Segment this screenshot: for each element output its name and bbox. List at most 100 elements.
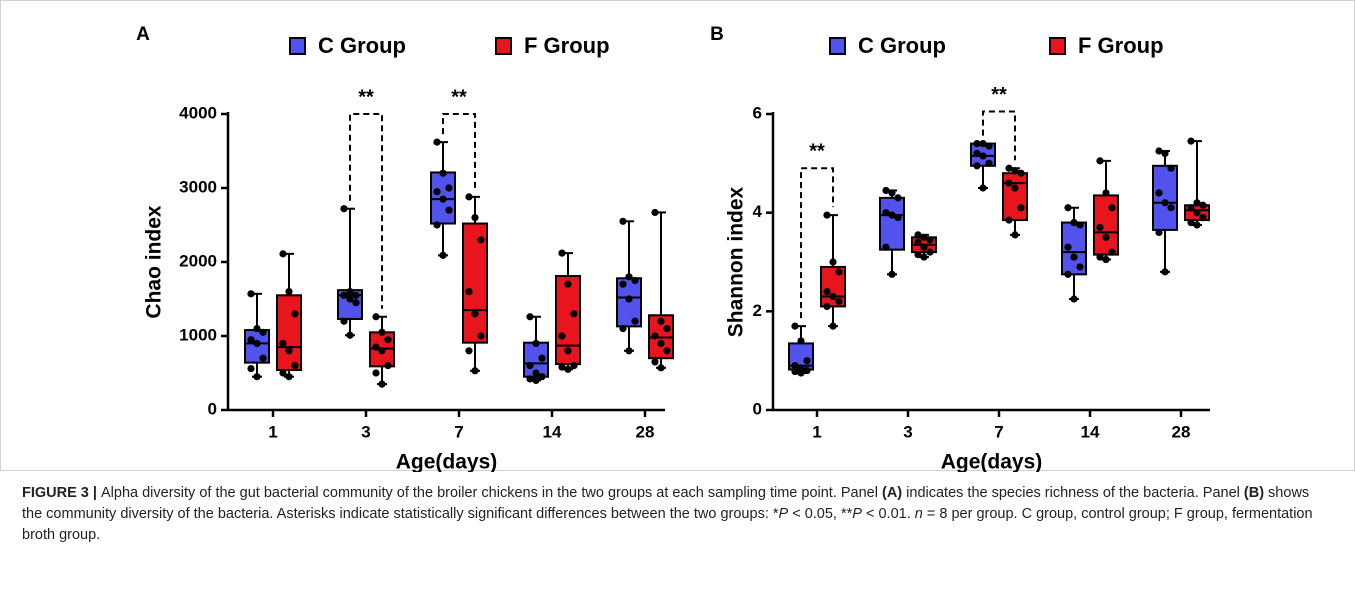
box-group (1002, 164, 1028, 239)
data-point (920, 253, 928, 261)
data-point (247, 364, 255, 373)
data-point (532, 376, 540, 384)
caption-run: P (852, 506, 862, 522)
data-point (433, 138, 441, 146)
data-point (340, 291, 348, 299)
data-point (1070, 295, 1078, 303)
data-point (1187, 204, 1195, 212)
x-tick-label: 14 (543, 422, 562, 441)
data-point (914, 238, 922, 246)
box-group (1093, 157, 1119, 264)
data-point (526, 313, 534, 321)
data-point (352, 299, 360, 307)
data-point (1070, 253, 1078, 261)
legend-swatch (289, 37, 306, 55)
legend-label: F Group (524, 33, 610, 58)
box-group (788, 322, 814, 377)
data-point (291, 362, 299, 370)
figure-frame (0, 0, 1355, 471)
data-point (979, 184, 987, 192)
box-group (337, 205, 363, 339)
y-tick-label: 3000 (179, 177, 217, 196)
legend-label: C Group (318, 33, 406, 58)
data-point (1096, 223, 1104, 232)
x-tick-label: 3 (903, 422, 912, 441)
data-point (631, 317, 639, 325)
data-point (920, 233, 928, 241)
data-point (1161, 149, 1169, 158)
box-group (648, 208, 674, 372)
significance-bracket (349, 113, 383, 309)
box-group (555, 249, 581, 373)
data-point (471, 214, 479, 222)
data-point (631, 276, 639, 285)
significance-bracket (442, 113, 476, 189)
data-point (445, 184, 453, 192)
data-point (625, 273, 633, 281)
significance-label: ** (358, 86, 374, 108)
data-point (803, 366, 811, 375)
data-point (979, 152, 987, 160)
caption-run: < 0.01. (861, 506, 915, 522)
legend-swatch (829, 37, 846, 55)
x-tick-label: 28 (1172, 422, 1191, 441)
data-point (1199, 201, 1207, 209)
data-point (651, 332, 659, 340)
significance-bracket (982, 110, 1016, 161)
data-point (570, 362, 578, 370)
data-point (1108, 248, 1116, 256)
data-point (823, 302, 831, 310)
box (276, 294, 302, 372)
x-tick-label: 1 (268, 422, 277, 441)
legend-swatch (495, 37, 512, 55)
data-point (532, 369, 540, 377)
data-point (465, 288, 473, 296)
x-tick-label: 3 (361, 422, 370, 441)
y-tick-label: 1000 (179, 325, 217, 344)
data-point (1017, 169, 1025, 177)
data-point (914, 231, 922, 239)
data-point (657, 339, 665, 347)
data-point (920, 243, 928, 251)
data-point (973, 140, 981, 148)
data-point (823, 211, 831, 219)
data-point (340, 317, 348, 325)
box-group (820, 211, 846, 330)
data-point (1011, 167, 1019, 175)
significance-label: ** (991, 84, 1007, 106)
data-point (882, 209, 890, 217)
data-point (1161, 199, 1169, 207)
data-point (465, 347, 473, 355)
data-point (835, 297, 843, 306)
data-point (570, 310, 578, 318)
data-point (1064, 243, 1072, 251)
y-tick-label: 2000 (179, 251, 217, 270)
data-point (651, 358, 659, 366)
data-point (346, 331, 354, 339)
data-point (1005, 164, 1013, 172)
data-point (439, 169, 447, 177)
data-point (1193, 221, 1201, 229)
significance-label: ** (451, 86, 467, 108)
data-point (625, 295, 633, 303)
data-point (564, 347, 572, 355)
caption-run: < 0.05, ** (788, 506, 853, 522)
data-point (973, 149, 981, 158)
data-point (888, 270, 896, 278)
data-point (285, 288, 293, 296)
y-tick-label: 2 (753, 301, 762, 320)
caption-run: FIGURE 3 | (22, 485, 101, 501)
data-point (564, 365, 572, 373)
data-point (291, 310, 299, 318)
legend-swatch (1049, 37, 1066, 55)
data-point (1064, 270, 1072, 278)
data-point (471, 367, 479, 375)
data-point (797, 364, 805, 372)
data-point (1161, 268, 1169, 276)
panel-label: B (710, 24, 724, 45)
data-point (1076, 221, 1084, 229)
data-point (1070, 218, 1078, 227)
data-point (791, 322, 799, 330)
data-point (558, 249, 566, 257)
